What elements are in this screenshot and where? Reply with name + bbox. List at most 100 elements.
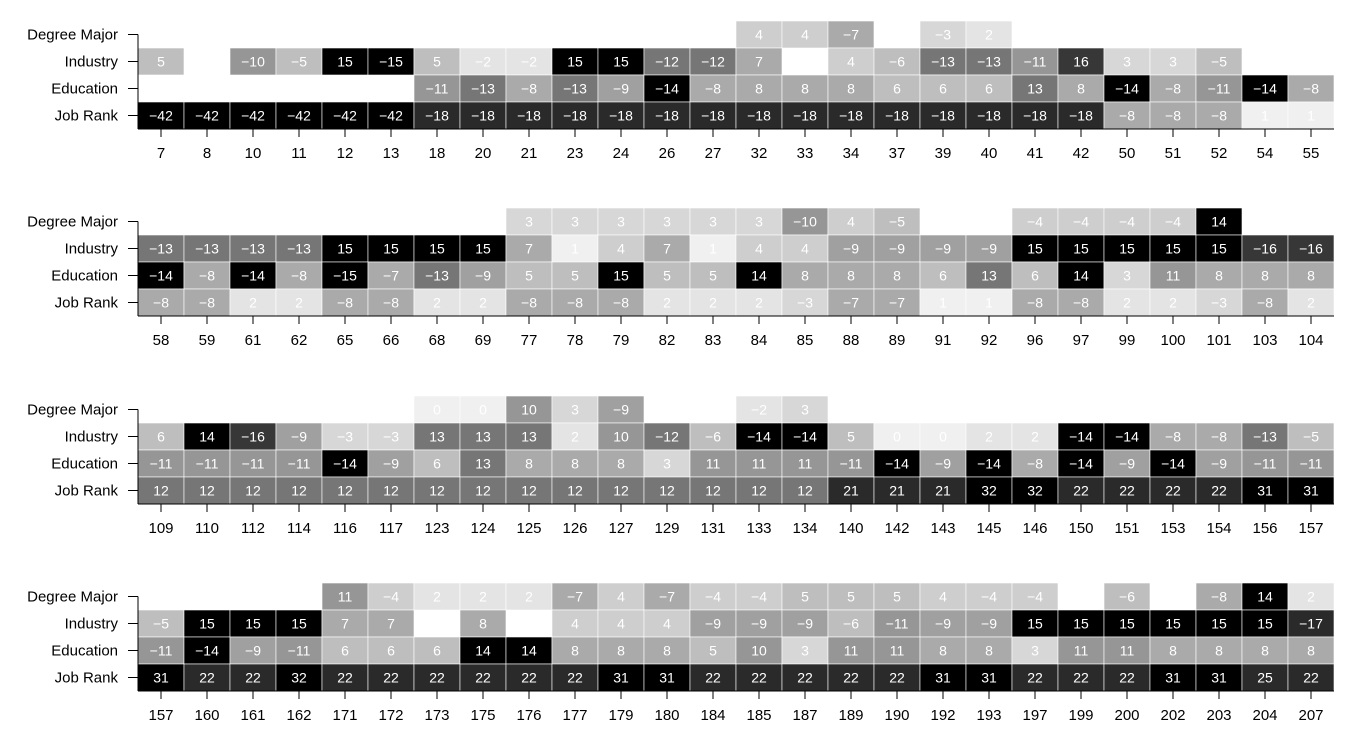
- x-tick-label: 116: [333, 520, 357, 537]
- heatmap-cell: [781, 234, 829, 263]
- heatmap-cell: [367, 476, 415, 505]
- cell-value-label: −10: [241, 54, 265, 70]
- cell-value-label: 1: [709, 241, 717, 257]
- cell-value-label: −8: [567, 295, 583, 311]
- heatmap-cell: [735, 636, 783, 665]
- heatmap-cell: [781, 663, 829, 692]
- cell-value-label: −15: [379, 54, 403, 70]
- x-tick-label: 78: [567, 332, 584, 349]
- cell-value-label: 0: [479, 402, 487, 418]
- cell-value-label: 15: [1073, 241, 1089, 257]
- heatmap-cell: [689, 422, 737, 451]
- cell-value-label: 12: [797, 483, 813, 499]
- cell-value-label: −11: [1300, 456, 1323, 472]
- cell-value-label: 22: [1165, 483, 1181, 499]
- heatmap-cell: [321, 636, 369, 665]
- heatmap-cell: [873, 449, 921, 478]
- cell-value-label: 15: [1257, 616, 1273, 632]
- heatmap-cell: [1149, 47, 1197, 76]
- cell-value-label: 2: [479, 295, 487, 311]
- x-tick-label: 200: [1114, 707, 1139, 724]
- cell-value-label: −14: [885, 456, 909, 472]
- heatmap-cell: [643, 101, 691, 130]
- row-label: Job Rank: [55, 295, 119, 312]
- cell-value-label: 3: [663, 214, 671, 230]
- cell-value-label: 2: [985, 27, 993, 43]
- x-tick-label: 154: [1206, 520, 1231, 537]
- cell-value-label: 10: [521, 402, 537, 418]
- heatmap-cell: [643, 207, 691, 236]
- heatmap-cell: [321, 422, 369, 451]
- heatmap-cell: [367, 422, 415, 451]
- cell-value-label: 8: [479, 616, 487, 632]
- cell-value-label: −13: [1253, 429, 1277, 445]
- cell-value-label: −2: [475, 54, 491, 70]
- cell-value-label: 31: [1165, 670, 1181, 686]
- heatmap-cell: [1057, 207, 1105, 236]
- cell-value-label: 4: [801, 241, 809, 257]
- heatmap-cell: [965, 449, 1013, 478]
- heatmap-cell: [735, 47, 783, 76]
- heatmap-cell: [597, 422, 645, 451]
- x-tick-label: 54: [1257, 145, 1274, 162]
- x-tick-label: 79: [613, 332, 630, 349]
- heatmap-cell: [413, 582, 461, 611]
- row-label: Industry: [65, 54, 119, 71]
- cell-value-label: −9: [613, 402, 629, 418]
- cell-value-label: −8: [1027, 456, 1043, 472]
- x-tick-label: 153: [1160, 520, 1185, 537]
- heatmap-cell: [827, 609, 875, 638]
- cell-value-label: 0: [939, 429, 947, 445]
- cell-value-label: −7: [659, 589, 675, 605]
- heatmap-cell: [275, 476, 323, 505]
- cell-value-label: 1: [1307, 108, 1315, 124]
- heatmap-cell: [1241, 74, 1289, 103]
- cell-value-label: 14: [1257, 589, 1273, 605]
- heatmap-cell: [597, 47, 645, 76]
- cell-value-label: 12: [245, 483, 261, 499]
- heatmap-cell: [597, 261, 645, 290]
- heatmap-cell: [643, 663, 691, 692]
- cell-value-label: 6: [157, 429, 165, 445]
- heatmap-cell: [321, 663, 369, 692]
- heatmap-cell: [413, 663, 461, 692]
- x-tick-label: 180: [654, 707, 679, 724]
- x-tick-label: 85: [797, 332, 814, 349]
- cell-value-label: −18: [1069, 108, 1093, 124]
- x-tick-label: 176: [516, 707, 541, 724]
- cell-value-label: 22: [567, 670, 583, 686]
- cell-value-label: 5: [157, 54, 165, 70]
- cell-value-label: 8: [985, 643, 993, 659]
- heatmap-cell: [229, 422, 277, 451]
- cell-value-label: −3: [935, 27, 951, 43]
- cell-value-label: 5: [893, 589, 901, 605]
- heatmap-cell: [551, 288, 599, 317]
- cell-value-label: −13: [149, 241, 173, 257]
- cell-value-label: 31: [981, 670, 997, 686]
- heatmap-cell: [229, 288, 277, 317]
- x-tick-label: 101: [1206, 332, 1231, 349]
- x-tick-label: 193: [976, 707, 1001, 724]
- cell-value-label: 15: [1211, 241, 1227, 257]
- heatmap-cell: [597, 636, 645, 665]
- cell-value-label: 15: [475, 241, 491, 257]
- cell-value-label: 22: [521, 670, 537, 686]
- heatmap-cell: [919, 74, 967, 103]
- cell-value-label: −13: [195, 241, 219, 257]
- heatmap-cell: [781, 395, 829, 424]
- row-label: Job Rank: [55, 483, 119, 500]
- cell-value-label: 22: [245, 670, 261, 686]
- x-tick-label: 10: [245, 145, 262, 162]
- heatmap-cell: [505, 47, 553, 76]
- cell-value-label: −16: [241, 429, 265, 445]
- x-tick-label: 117: [379, 520, 403, 537]
- x-tick-label: 97: [1073, 332, 1090, 349]
- cell-value-label: 15: [1165, 241, 1181, 257]
- heatmap-cell: [1287, 288, 1335, 317]
- cell-value-label: −14: [1069, 429, 1093, 445]
- cell-value-label: 3: [755, 214, 763, 230]
- cell-value-label: −9: [291, 429, 307, 445]
- heatmap-cell: [505, 288, 553, 317]
- heatmap-cell: [689, 261, 737, 290]
- heatmap-cell: [321, 47, 369, 76]
